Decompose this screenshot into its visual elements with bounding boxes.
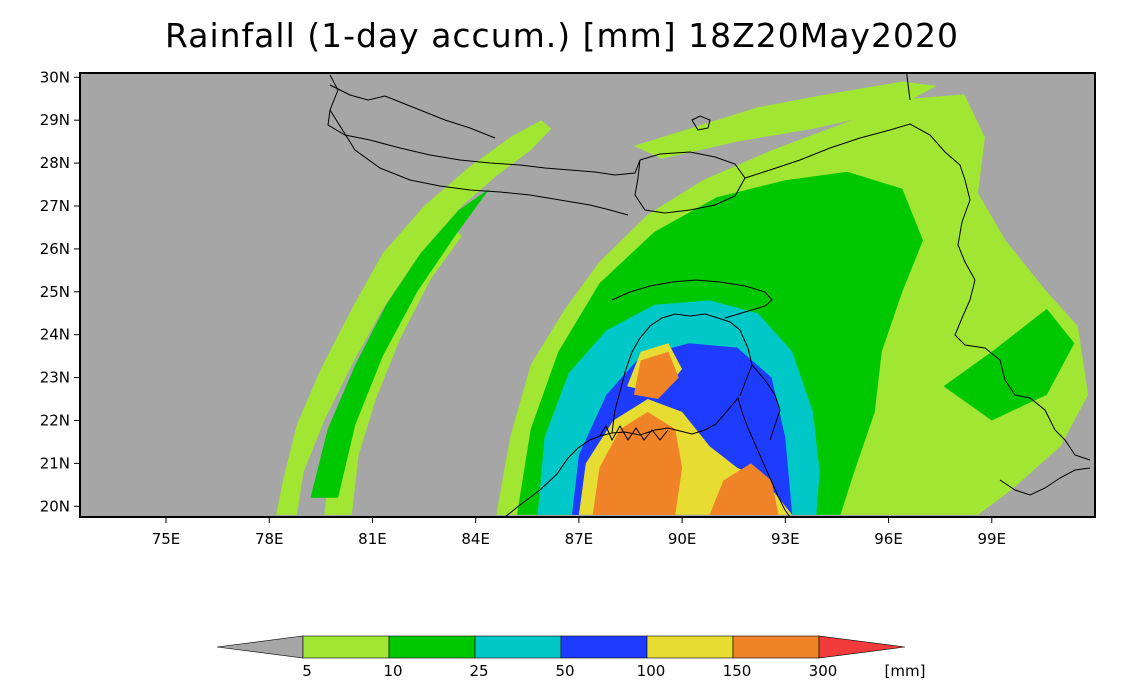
border-india-bangladesh: [611, 313, 753, 434]
x-tick-label: 75E: [152, 530, 181, 548]
y-tick-label: 23N: [40, 369, 70, 387]
x-tick-label: 93E: [771, 530, 800, 548]
rain-band-12: [592, 411, 683, 515]
colorbar-over-arrow: [818, 635, 906, 659]
border-india-myanmar: [954, 279, 1091, 461]
colorbar-label: 50: [555, 662, 574, 680]
border-nepal: [327, 74, 641, 176]
y-tick-label: 24N: [40, 326, 70, 344]
border-india-china-east: [744, 123, 976, 281]
colorbar-label: 25: [469, 662, 488, 680]
colorbar-bin: [474, 635, 562, 659]
colorbar-label: 300: [809, 662, 838, 680]
colorbar-bin: [388, 635, 476, 659]
rainfall-map: 75E 78E 81E 84E 87E 90E 93E 96E 99E 30N 29N 28N 27N 2…: [40, 68, 1096, 548]
y-tick-label: 22N: [40, 411, 70, 429]
colorbar-label: 5: [302, 662, 312, 680]
colorbar-label: 150: [723, 662, 752, 680]
colorbar-label: 10: [383, 662, 402, 680]
plot-frame: [79, 72, 1096, 518]
y-tick-label: 27N: [40, 197, 70, 215]
colorbar-bin: [732, 635, 820, 659]
border-nepal-south: [329, 109, 629, 216]
y-tick-label: 26N: [40, 240, 70, 258]
border-bhutan: [634, 151, 746, 214]
coast-fragment-ne: [906, 73, 911, 101]
map-title: Rainfall (1-day accum.) [mm] 18Z20May202…: [165, 16, 959, 55]
rain-band-13: [709, 463, 779, 515]
colorbar-bin: [646, 635, 734, 659]
rain-band-14: [633, 351, 679, 399]
border-myanmar-bangladesh: [751, 364, 781, 441]
border-myanmar-thailand: [999, 467, 1091, 496]
rain-band-5: [310, 188, 490, 498]
y-tick-label: 20N: [40, 497, 70, 515]
colorbar-bin: [560, 635, 648, 659]
rain-band-7: [943, 308, 1075, 421]
colorbar-label: 100: [637, 662, 666, 680]
x-tick-label: 87E: [565, 530, 594, 548]
x-tick-label: 90E: [668, 530, 697, 548]
y-tick-label: 28N: [40, 154, 70, 172]
country-borders: [327, 73, 1091, 517]
rain-band-2: [324, 223, 462, 515]
river-fragment: [329, 84, 496, 139]
x-tick-label: 96E: [874, 530, 903, 548]
x-tick-label: 84E: [461, 530, 490, 548]
y-tick-label: 25N: [40, 283, 70, 301]
colorbar-unit-label: [mm]: [885, 662, 926, 680]
x-tick-label: 81E: [358, 530, 387, 548]
coastline: [504, 396, 791, 517]
x-tick-label: 99E: [977, 530, 1006, 548]
colorbar-under-arrow: [216, 635, 304, 659]
y-tick-label: 29N: [40, 111, 70, 129]
colorbar-bin: [302, 635, 390, 659]
x-tick-label: 78E: [255, 530, 284, 548]
sundarbans-coast: [599, 424, 669, 442]
tibet-lake: [691, 115, 711, 131]
axis-ticks: 75E 78E 81E 84E 87E 90E 93E 96E 99E 30N 29N 28N 27N 2…: [40, 68, 1006, 548]
rain-band-4: [633, 81, 937, 159]
y-tick-label: 30N: [40, 68, 70, 86]
y-tick-label: 21N: [40, 454, 70, 472]
border-bangladesh-north: [611, 279, 773, 319]
